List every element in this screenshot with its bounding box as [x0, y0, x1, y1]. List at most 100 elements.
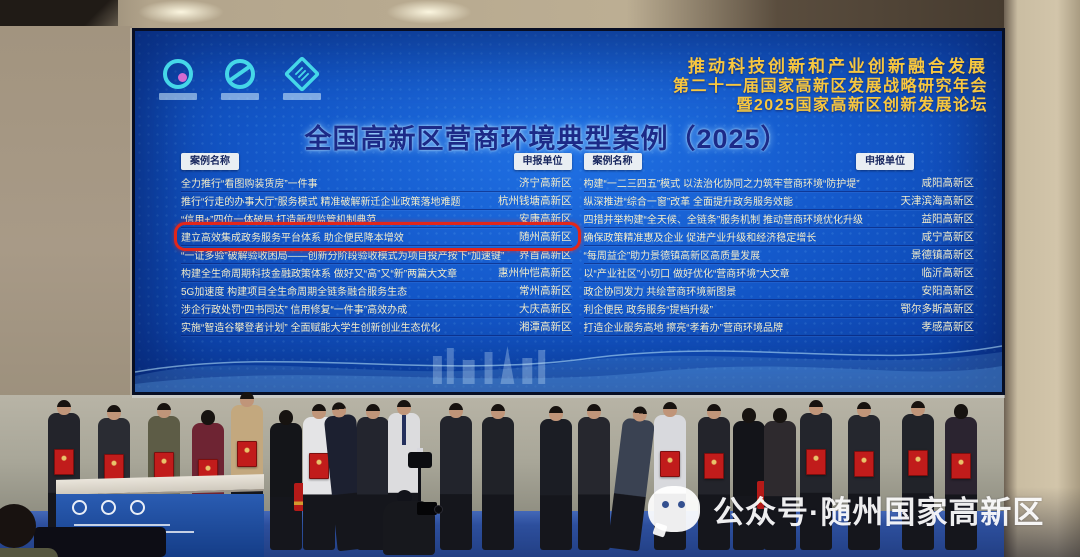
case-name: “信用+”四位一体破局 打造新型监管机制典范 — [181, 215, 377, 226]
table-header: 案例名称 申报单位 — [181, 153, 572, 170]
table-row: 政企协同发力 共绘营商环境新图景 安阳高新区 — [583, 282, 975, 300]
table-row: 构建全生命周期科技金融政策体系 做好又“高”又“新”两篇大文章 惠州仲恺高新区 — [181, 264, 572, 282]
table-row: 全力推行“看图购装赁房”一件事 济宁高新区 — [181, 174, 572, 192]
person-head — [587, 404, 601, 419]
red-certificate — [806, 449, 826, 475]
person — [902, 401, 934, 550]
person-head — [809, 400, 823, 415]
case-name: 以“产业社区”小切口 做好优化“营商环境”大文章 — [583, 269, 790, 280]
case-name: “一证多验”破解验收困局——创新分阶段验收模式为项目投产按下“加速键” — [181, 251, 505, 262]
unit-name: 界首高新区 — [519, 249, 572, 261]
case-name: 全力推行“看图购装赁房”一件事 — [181, 179, 318, 190]
person-head — [366, 404, 380, 419]
table-row: “每周益企”助力景德镇高新区高质量发展 景德镇高新区 — [583, 246, 974, 264]
person-body — [540, 419, 572, 550]
wechat-icon — [648, 486, 700, 532]
table-row: 构建“一二三四五”模式 以法治化协同之力筑牢营商环境“防护堤” 咸阳高新区 — [583, 174, 975, 192]
page-title: 全国高新区营商环境典型案例（2025） — [304, 124, 789, 154]
person — [482, 404, 514, 550]
person-head — [491, 404, 505, 419]
case-table-right: 案例名称 申报单位 构建“一二三四五”模式 以法治化协同之力筑牢营商环境“防护堤… — [583, 153, 975, 336]
table-row: 打造企业服务高地 擦亮“孝着办”营商环境品牌 孝感高新区 — [583, 318, 975, 336]
person — [440, 403, 472, 550]
swirl-ribbon-logo-icon — [159, 59, 197, 100]
slogan-line-1: 推动科技创新和产业创新融合发展 — [688, 57, 988, 76]
unit-name: 咸阳高新区 — [921, 177, 975, 189]
table-row: 5G加速度 构建项目全生命周期全链条融合服务生态 常州高新区 — [181, 282, 572, 300]
person-head — [549, 406, 563, 421]
person-body — [578, 417, 610, 550]
case-name: 确保政策精准惠及企业 促进产业升级和经济稳定增长 — [583, 233, 817, 244]
case-name-header: 案例名称 — [181, 153, 239, 170]
person — [540, 406, 572, 550]
slogan-line-3: 暨2025国家高新区创新发展论坛 — [736, 97, 988, 114]
case-name: 纵深推进“综合一窗”改革 全面提升政务服务效能 — [583, 197, 793, 208]
person-head — [663, 402, 677, 417]
unit-name: 孝感高新区 — [921, 321, 975, 333]
person — [578, 404, 610, 550]
person-body — [482, 417, 514, 550]
diamond-emblem-logo-icon — [283, 55, 321, 100]
table-row: 确保政策精准惠及企业 促进产业升级和经济稳定增长 咸宁高新区 — [583, 228, 974, 246]
person-body — [800, 413, 832, 550]
photographer — [383, 490, 443, 555]
unit-name: 鄂尔多斯高新区 — [900, 303, 975, 315]
person-body — [945, 417, 977, 550]
wave-decoration — [135, 345, 1002, 392]
person-head — [201, 410, 215, 425]
red-certificate — [154, 452, 174, 478]
person-head — [312, 404, 326, 419]
person — [945, 404, 977, 550]
unit-name: 随州高新区 — [519, 231, 572, 243]
unit-name: 湘潭高新区 — [519, 321, 572, 333]
event-slogan: 推动科技创新和产业创新融合发展 第二十一届国家高新区发展战略研究年会 暨2025… — [673, 57, 988, 115]
person-body — [698, 417, 730, 550]
unit-name: 济宁高新区 — [519, 177, 572, 189]
person — [848, 402, 880, 550]
case-name: 5G加速度 构建项目全生命周期全链条融合服务生态 — [181, 287, 408, 298]
person-head — [773, 408, 787, 423]
table-row: 建立高效集成政务服务平台体系 助企便民降本增效 随州高新区 — [181, 228, 572, 246]
table-row: 以“产业社区”小切口 做好优化“营商环境”大文章 临沂高新区 — [583, 264, 974, 282]
unit-name: 惠州仲恺高新区 — [498, 267, 572, 279]
case-name: 实施“智造谷攀登者计划” 全面赋能大学生创新创业生态优化 — [181, 323, 441, 334]
unit-header: 申报单位 — [513, 153, 572, 170]
person-head — [954, 404, 968, 419]
table-row: 涉企行政处罚“四书同达” 信用修复“一件事”高效办成 大庆高新区 — [181, 300, 572, 318]
person-body — [902, 414, 934, 550]
case-name: 推行“行走的办事大厅”服务模式 精准破解新迁企业政策落地难题 — [181, 197, 461, 208]
person-head — [449, 403, 463, 418]
case-name: 建立高效集成政务服务平台体系 助企便民降本增效 — [181, 233, 404, 244]
person-body — [764, 421, 796, 550]
table-row: 四措并举构建“全天候、全链条”服务机制 推动营商环境优化升级 益阳高新区 — [583, 210, 975, 228]
case-name: 四措并举构建“全天候、全链条”服务机制 推动营商环境优化升级 — [583, 215, 863, 226]
podium-logos — [72, 500, 145, 515]
person-head — [57, 400, 71, 415]
red-certificate — [237, 441, 257, 467]
watermark: 公众号·随州国家高新区 — [648, 486, 1044, 532]
red-certificate — [908, 450, 928, 476]
lanyard — [402, 415, 406, 445]
table-row: 纵深推进“综合一窗”改革 全面提升政务服务效能 天津滨海高新区 — [583, 192, 974, 210]
red-certificate — [704, 453, 724, 479]
person-head — [707, 404, 721, 419]
person-head — [240, 392, 254, 407]
right-pillar — [1004, 0, 1080, 557]
red-certificate — [309, 453, 329, 479]
unit-name: 常州高新区 — [519, 285, 572, 297]
table-row: 利企便民 政务服务“提档升级” 鄂尔多斯高新区 — [583, 300, 975, 318]
unit-name: 安阳高新区 — [921, 285, 975, 297]
case-name: 打造企业服务高地 擦亮“孝着办”营商环境品牌 — [583, 323, 783, 334]
person-body — [440, 416, 472, 550]
slogan-line-2: 第二十一届国家高新区发展战略研究年会 — [672, 78, 988, 95]
unit-name: 大庆高新区 — [519, 303, 572, 315]
table-row: 推行“行走的办事大厅”服务模式 精准破解新迁企业政策落地难题 杭州钱塘高新区 — [181, 192, 572, 210]
table-row: 实施“智造谷攀登者计划” 全面赋能大学生创新创业生态优化 湘潭高新区 — [181, 318, 572, 336]
table-row: “一证多验”破解验收困局——创新分阶段验收模式为项目投产按下“加速键” 界首高新区 — [181, 246, 572, 264]
person-head — [397, 400, 411, 415]
case-name: 利企便民 政务服务“提档升级” — [583, 305, 713, 316]
case-name: 构建“一二三四五”模式 以法治化协同之力筑牢营商环境“防护堤” — [583, 179, 860, 190]
unit-name: 益阳高新区 — [921, 213, 975, 225]
person-head — [107, 405, 121, 420]
person-head — [742, 408, 756, 423]
